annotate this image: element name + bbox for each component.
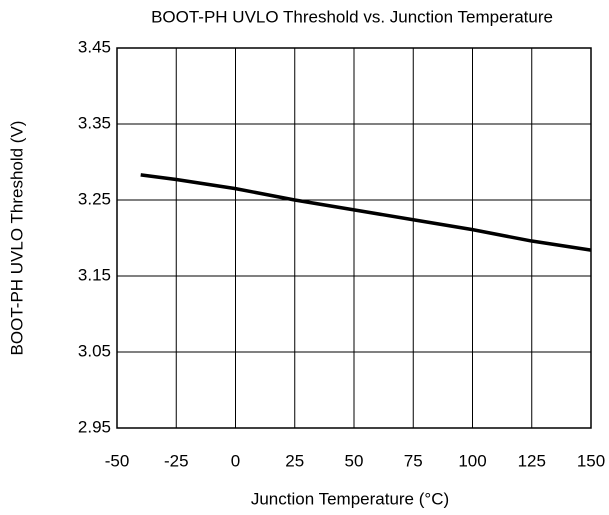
y-tick-label: 3.05 (78, 341, 111, 360)
line-series (140, 173, 592, 252)
chart-title: BOOT-PH UVLO Threshold vs. Junction Temp… (151, 7, 553, 26)
y-tick-label: 3.35 (78, 113, 111, 132)
x-axis-title: Junction Temperature (°C) (251, 489, 449, 508)
x-tick-label: 150 (577, 451, 605, 470)
x-tick-label: -50 (105, 451, 130, 470)
y-axis-title: BOOT-PH UVLO Threshold (V) (7, 121, 26, 356)
plot-frame (116, 47, 592, 429)
x-tick-label: 50 (345, 451, 364, 470)
x-tick-label: 125 (518, 451, 546, 470)
x-tick-label: 25 (285, 451, 304, 470)
x-tick-label: 0 (231, 451, 240, 470)
y-tick-label: 3.15 (78, 265, 111, 284)
x-tick-label: 75 (404, 451, 423, 470)
x-tick-label: 100 (458, 451, 486, 470)
x-tick-label: -25 (164, 451, 189, 470)
y-tick-label: 3.45 (78, 37, 111, 56)
y-tick-label: 3.25 (78, 189, 111, 208)
y-tick-label: 2.95 (78, 417, 111, 436)
